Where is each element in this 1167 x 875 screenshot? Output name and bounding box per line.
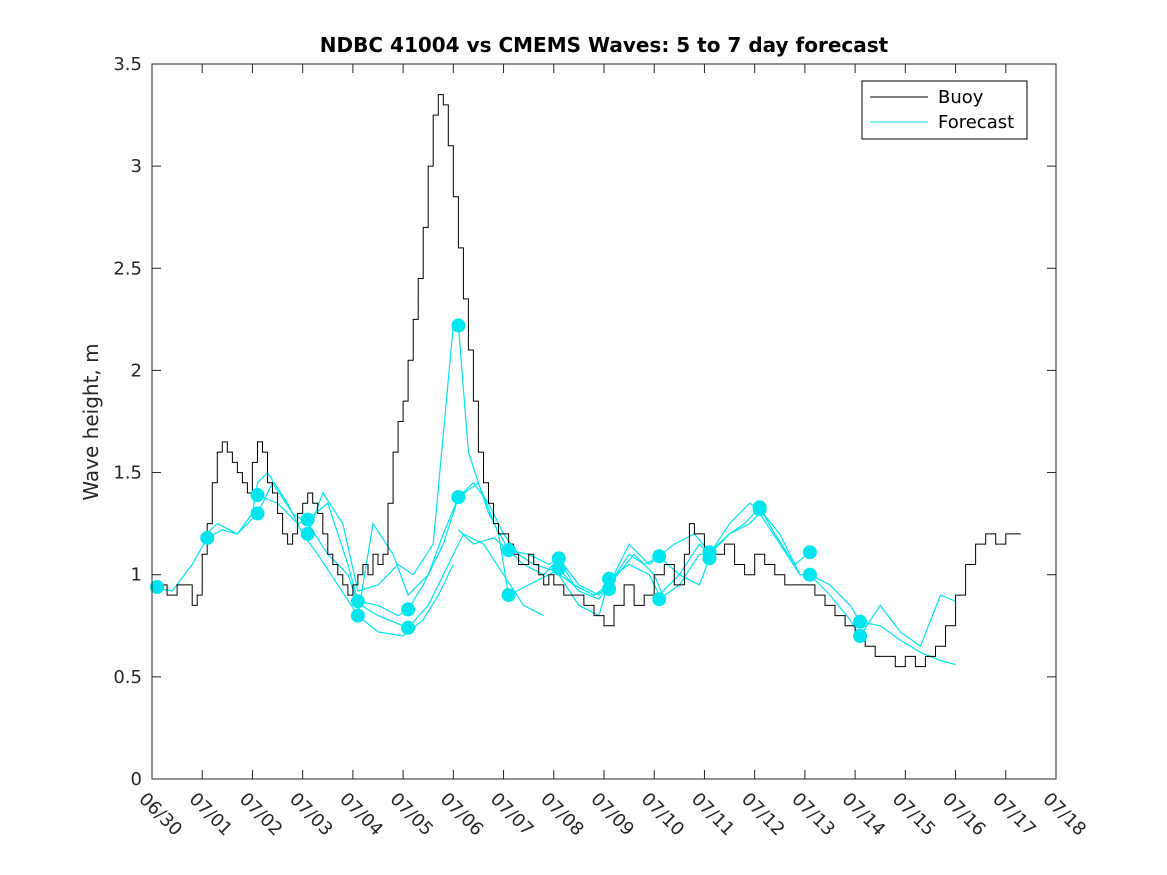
forecast-marker-27 bbox=[853, 614, 868, 629]
y-tick-label: 1 bbox=[131, 565, 142, 586]
forecast-marker-11 bbox=[451, 318, 466, 333]
forecast-marker-6 bbox=[300, 526, 315, 541]
y-tick-label: 0 bbox=[131, 769, 142, 790]
chart-title: NDBC 41004 vs CMEMS Waves: 5 to 7 day fo… bbox=[320, 33, 889, 57]
y-tick-label: 2.5 bbox=[113, 258, 142, 279]
forecast-marker-13 bbox=[501, 543, 516, 558]
y-tick-label: 0.5 bbox=[113, 667, 142, 688]
forecast-marker-17 bbox=[602, 571, 616, 586]
legend-label-buoy: Buoy bbox=[938, 87, 984, 108]
legend-label-forecast: Forecast bbox=[938, 112, 1014, 133]
forecast-marker-18 bbox=[602, 582, 616, 596]
forecast-marker-3 bbox=[250, 488, 265, 502]
forecast-marker-9 bbox=[401, 602, 416, 617]
y-axis-label: Wave height, m bbox=[79, 343, 103, 500]
forecast-marker-4 bbox=[250, 506, 265, 521]
forecast-marker-28 bbox=[853, 629, 868, 643]
y-tick-label: 3.5 bbox=[113, 54, 142, 75]
forecast-marker-24 bbox=[752, 502, 767, 517]
forecast-marker-22 bbox=[702, 551, 717, 566]
legend-box bbox=[861, 80, 1028, 140]
forecast-marker-12 bbox=[451, 490, 466, 505]
y-tick-label: 3 bbox=[131, 156, 142, 177]
forecast-marker-10 bbox=[401, 620, 416, 635]
buoy-line bbox=[152, 94, 1021, 668]
forecast-marker-16 bbox=[551, 561, 566, 576]
forecast-marker-26 bbox=[802, 567, 817, 582]
forecast-marker-8 bbox=[350, 608, 365, 623]
forecast-marker-2 bbox=[200, 530, 215, 545]
forecast-marker-5 bbox=[300, 512, 315, 527]
y-tick-label: 1.5 bbox=[113, 463, 142, 484]
legend: Buoy Forecast bbox=[861, 80, 1028, 140]
forecast-marker-19 bbox=[652, 549, 667, 564]
forecast-line-run-6 bbox=[457, 506, 811, 596]
forecast-marker-7 bbox=[350, 594, 365, 609]
series-layer bbox=[150, 94, 1021, 668]
forecast-marker-20 bbox=[652, 592, 667, 607]
forecast-marker-25 bbox=[802, 545, 817, 560]
forecast-marker-15 bbox=[551, 551, 566, 566]
y-tick-label: 2 bbox=[131, 360, 142, 381]
forecast-marker-14 bbox=[501, 588, 516, 603]
forecast-marker-1 bbox=[150, 580, 164, 594]
plot-area bbox=[152, 64, 1056, 779]
